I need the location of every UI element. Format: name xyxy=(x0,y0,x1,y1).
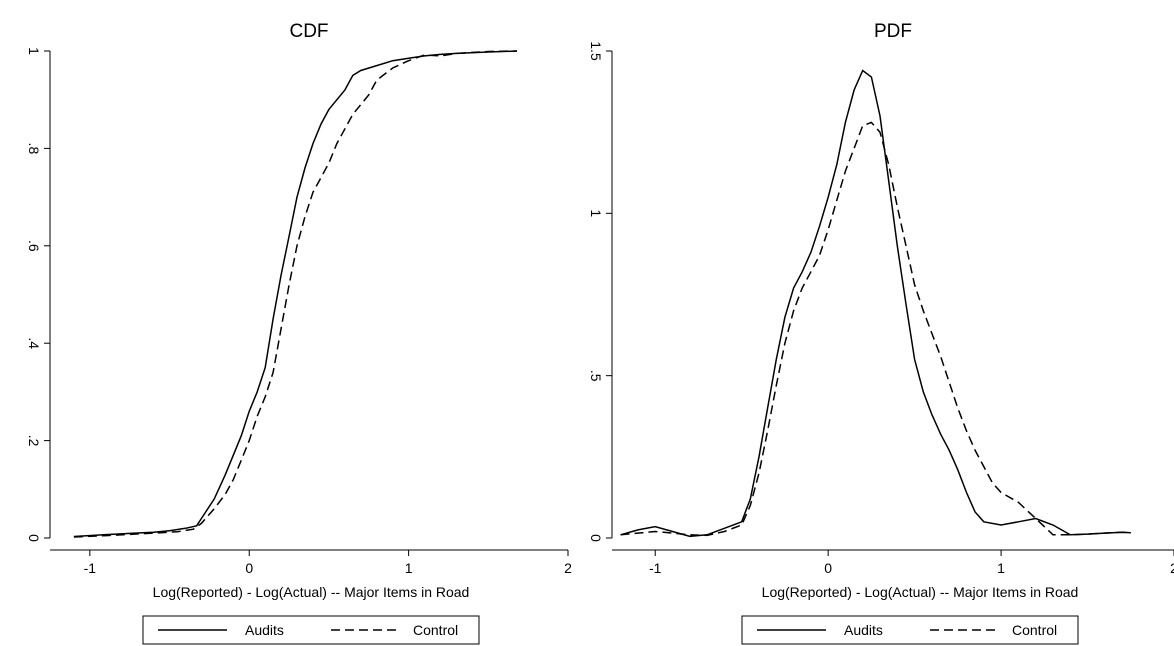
legend: Audits Control xyxy=(741,615,1079,645)
x-axis-ticks: -1 0 1 2 xyxy=(649,550,1174,576)
legend-label-audits: Audits xyxy=(844,622,883,638)
y-tick-label: 0 xyxy=(26,534,42,542)
pdf-chart: PDF 0 .5 1 1.5 -1 0 1 2 Log(Reported) - Log(Ac… xyxy=(588,21,1174,645)
chart-title: CDF xyxy=(289,21,328,42)
series-line-control xyxy=(620,121,1131,537)
y-tick-label: .6 xyxy=(26,240,42,252)
x-tick-label: -1 xyxy=(84,560,97,576)
y-axis-ticks: 0 .2 .4 .6 .8 1 xyxy=(26,47,50,542)
legend-label-audits: Audits xyxy=(245,622,284,638)
x-tick-label: 1 xyxy=(997,560,1005,576)
series-line-audits xyxy=(620,69,1131,538)
cdf-chart: CDF 0 .2 .4 .6 .8 1 -1 0 1 2 Log(Reported) - Log… xyxy=(26,21,572,645)
series-line-control xyxy=(73,50,518,538)
y-tick-label: 0 xyxy=(588,534,604,542)
y-tick-label: .8 xyxy=(26,143,42,155)
x-axis-ticks: -1 0 1 2 xyxy=(84,550,572,576)
x-tick-label: 0 xyxy=(245,560,253,576)
legend: Audits Control xyxy=(142,615,480,645)
y-tick-label: 1.5 xyxy=(588,41,604,61)
legend-label-control: Control xyxy=(1012,622,1057,638)
y-tick-label: 1 xyxy=(588,209,604,217)
y-tick-label: .5 xyxy=(588,370,604,382)
x-tick-label: 2 xyxy=(1170,560,1174,576)
x-tick-label: -1 xyxy=(649,560,662,576)
series-line-audits xyxy=(73,50,518,538)
y-tick-label: 1 xyxy=(26,47,42,55)
x-tick-label: 1 xyxy=(405,560,413,576)
y-axis-ticks: 0 .5 1 1.5 xyxy=(588,41,612,542)
x-tick-label: 0 xyxy=(824,560,832,576)
x-axis-label: Log(Reported) - Log(Actual) -- Major Ite… xyxy=(153,584,470,600)
y-tick-label: .2 xyxy=(26,435,42,447)
x-tick-label: 2 xyxy=(564,560,572,576)
legend-label-control: Control xyxy=(413,622,458,638)
chart-title: PDF xyxy=(874,21,912,42)
x-axis-label: Log(Reported) - Log(Actual) -- Major Ite… xyxy=(762,584,1079,600)
y-tick-label: .4 xyxy=(26,337,42,349)
